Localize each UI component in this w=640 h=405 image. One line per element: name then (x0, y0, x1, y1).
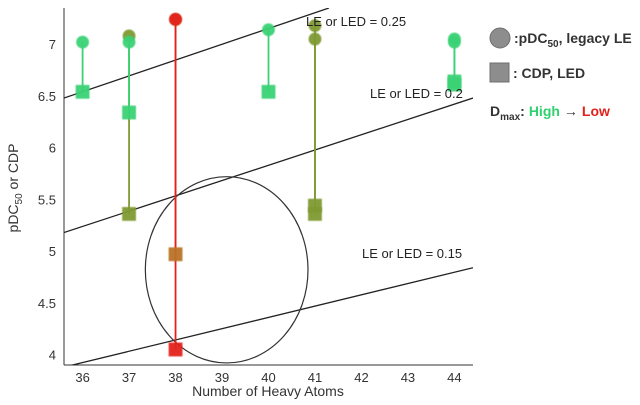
x-tick-label: 38 (168, 370, 182, 385)
legend-dmax-scale: Dmax: High → Low (490, 103, 610, 123)
reference-line-label: LE or LED = 0.25 (306, 14, 406, 29)
cdp-square-marker (168, 247, 183, 262)
cdp-square-marker (122, 105, 136, 120)
x-tick-label: 41 (308, 370, 322, 385)
reference-line (69, 267, 473, 365)
pdc50-circle-marker (76, 35, 89, 49)
x-tick-label: 39 (215, 370, 229, 385)
pdc50-circle-marker (262, 23, 275, 37)
reference-line-labels: LE or LED = 0.25 LE or LED = 0.2 LE or LED… (306, 14, 463, 261)
y-tick-label: 7 (49, 37, 56, 52)
cdp-square-marker (308, 198, 322, 213)
y-tick-label: 4.5 (38, 296, 56, 311)
legend-square-label: : CDP, LED (513, 65, 585, 81)
y-tick-label: 6 (49, 141, 56, 156)
cdp-square-marker (447, 77, 462, 92)
highlight-ellipse (144, 176, 309, 364)
x-tick-labels: 36 37 38 39 40 41 42 43 44 (75, 370, 461, 385)
y-tick-label: 6.5 (38, 89, 56, 104)
cdp-square-marker (75, 84, 90, 99)
x-tick-label: 42 (354, 370, 368, 385)
pdc50-circle-marker (448, 35, 461, 49)
pdc50-circle-marker (308, 19, 322, 32)
reference-line-label: LE or LED = 0.15 (362, 246, 462, 261)
pair-connectors (81, 19, 456, 350)
reference-line (64, 8, 330, 99)
x-tick-label: 40 (261, 370, 275, 385)
cdp-square-marker (168, 342, 183, 357)
y-tick-labels: 4 4.5 5 5.5 6 6.5 7 (38, 37, 56, 362)
y-tick-label: 5 (49, 244, 56, 259)
x-tick-label: 36 (75, 370, 89, 385)
x-tick-label: 43 (401, 370, 415, 385)
legend: :pDC50, legacy LE : CDP, LED Dmax: High → L… (489, 27, 632, 123)
pdc50-markers (76, 12, 461, 49)
x-tick-label: 44 (447, 370, 461, 385)
x-tick-label: 37 (122, 370, 136, 385)
pdc50-circle-marker (169, 12, 182, 26)
y-axis-title: pDC50 or CDP (5, 144, 25, 233)
legend-circle-swatch (489, 27, 511, 49)
cdp-square-marker (261, 84, 276, 99)
y-tick-label: 5.5 (38, 192, 56, 207)
cdp-markers (75, 74, 462, 357)
x-axis-title: Number of Heavy Atoms (192, 383, 344, 399)
cdp-square-marker (122, 207, 136, 221)
reference-line-label: LE or LED = 0.2 (370, 86, 463, 101)
y-tick-label: 4 (49, 348, 56, 363)
legend-circle-label: :pDC50, legacy LE (514, 30, 632, 50)
pdc50-circle-marker (122, 35, 136, 49)
legend-square-swatch (489, 62, 510, 83)
pdc50-circle-marker (308, 32, 322, 46)
